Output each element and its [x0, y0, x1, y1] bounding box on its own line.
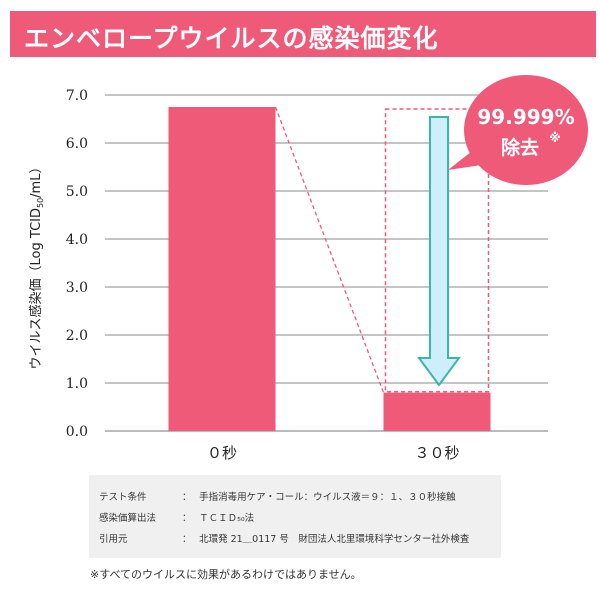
- condition-separator: ：: [182, 534, 192, 545]
- x-tick-label: ０秒: [207, 444, 237, 462]
- connector-line: [274, 106, 385, 393]
- condition-key: 引用元: [99, 534, 128, 545]
- y-axis-label-subscript: 50: [36, 198, 45, 208]
- title-bar: エンベロープウイルスの感染価変化: [10, 11, 596, 57]
- test-conditions-box: テスト条件 ： 手指消毒用ケア・コール：ウイルス液＝９：１、３０秒接触 感染価算…: [89, 475, 501, 558]
- condition-value: 北環発 21＿0117 号 財団法人北里環境科学センター社外検査: [199, 534, 470, 545]
- condition-row: テスト条件 ： 手指消毒用ケア・コール：ウイルス液＝９：１、３０秒接触: [99, 489, 456, 503]
- bar-chart: 0.0 1.0 2.0 3.0 4.0 5.0 6.0 7.0 ０秒 ３０秒 99.999% 除去 ※ ウ…: [28, 75, 588, 462]
- condition-row: 感染価算出法 ： ＴＣＩＤ₅₀法: [99, 510, 254, 524]
- y-tick-label: 4.0: [66, 232, 88, 248]
- y-axis-label-main: ウイルス感染価（Log TCID: [28, 208, 44, 369]
- condition-value: ＴＣＩＤ₅₀法: [199, 513, 255, 524]
- condition-separator: ：: [182, 492, 192, 503]
- condition-row: 引用元 ： 北環発 21＿0117 号 財団法人北里環境科学センター社外検査: [99, 531, 469, 545]
- y-tick-label: 3.0: [66, 280, 88, 296]
- y-axis-label-unit: /mL）: [29, 161, 44, 198]
- down-arrow-icon: [417, 116, 461, 387]
- condition-value: 手指消毒用ケア・コール：ウイルス液＝９：１、３０秒接触: [199, 492, 456, 503]
- reduction-label: 除去: [501, 136, 539, 159]
- y-tick-label: 6.0: [66, 136, 88, 152]
- footnote: ※すべてのウイルスに効果があるわけではありません。: [90, 568, 362, 581]
- bar: [168, 107, 276, 431]
- y-tick-label: 7.0: [66, 88, 88, 104]
- condition-key: 感染価算出法: [99, 513, 157, 524]
- y-axis-label: ウイルス感染価（Log TCID50/mL）: [28, 161, 45, 370]
- bar: [383, 392, 491, 431]
- y-tick-label: 1.0: [66, 376, 88, 392]
- y-tick-label: 0.0: [66, 424, 88, 440]
- y-tick-label: 2.0: [66, 328, 88, 344]
- chart-title: エンベロープウイルスの感染価変化: [24, 24, 439, 53]
- y-tick-label: 5.0: [66, 184, 88, 200]
- reduction-percent: 99.999%: [477, 105, 574, 129]
- reduction-bubble: [464, 75, 588, 185]
- removed-range-box: [384, 108, 490, 393]
- reduction-footnote-mark: ※: [549, 131, 561, 145]
- condition-key: テスト条件: [99, 492, 147, 503]
- condition-separator: ：: [182, 513, 192, 524]
- x-tick-label: ３０秒: [414, 444, 459, 462]
